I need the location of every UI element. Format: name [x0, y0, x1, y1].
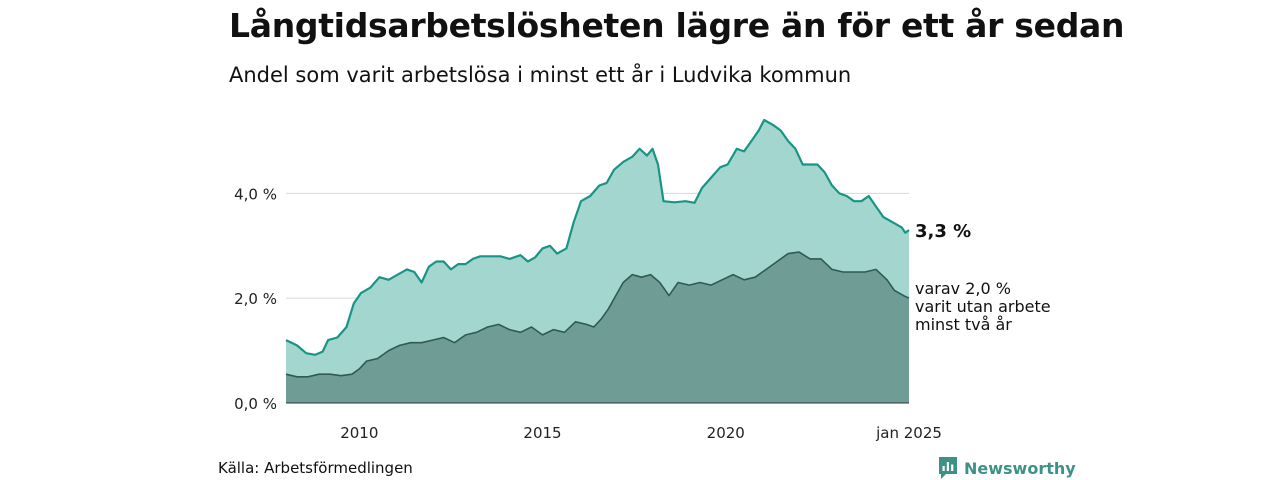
- total-end-label: 3,3 %: [915, 221, 971, 242]
- y-tick-label: 4,0 %: [234, 185, 277, 203]
- longterm-end-label: varit utan arbete: [915, 297, 1051, 316]
- series-line-longterm: [285, 251, 910, 378]
- brand-name: Newsworthy: [964, 458, 1076, 478]
- chart-subtitle: Andel som varit arbetslösa i minst ett å…: [229, 63, 852, 87]
- x-tick-label: 2010: [340, 424, 378, 442]
- x-tick-label: 2020: [707, 424, 745, 442]
- y-tick-label: 2,0 %: [234, 290, 277, 308]
- longterm-end-label: minst två år: [915, 315, 1012, 334]
- x-tick-label: jan 2025: [875, 424, 942, 442]
- chart-title: Långtidsarbetslösheten lägre än för ett …: [229, 6, 1125, 45]
- source-note: Källa: Arbetsförmedlingen: [218, 459, 413, 477]
- newsworthy-icon: [939, 457, 957, 479]
- y-tick-label: 0,0 %: [234, 395, 277, 413]
- series-line-total: [285, 118, 910, 356]
- series-area-longterm: [286, 252, 909, 403]
- longterm-end-label: varav 2,0 %: [915, 279, 1011, 298]
- x-tick-label: 2015: [523, 424, 561, 442]
- brand-logo: Newsworthy: [938, 456, 1076, 480]
